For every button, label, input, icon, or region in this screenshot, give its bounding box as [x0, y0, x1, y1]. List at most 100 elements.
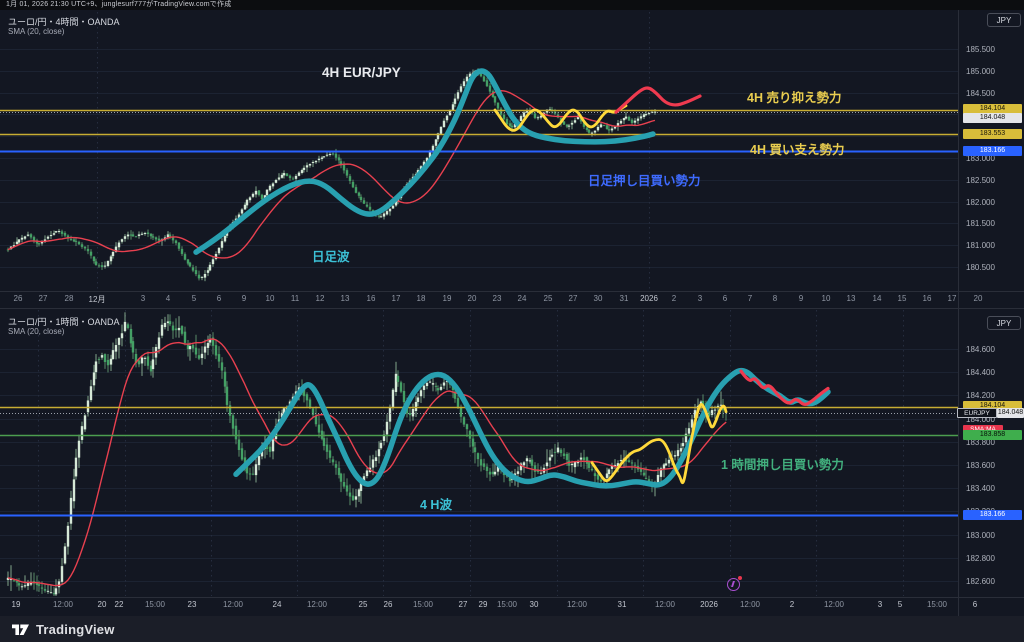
time-tick-label: 15	[897, 294, 907, 303]
time-tick-label: 12	[315, 294, 325, 303]
time-tick-label: 4	[165, 294, 171, 303]
tradingview-logo-icon[interactable]	[12, 623, 29, 636]
time-tick-label: 26	[383, 600, 393, 609]
bottom-panel-currency-badge[interactable]: JPY	[987, 316, 1021, 330]
price-tick-label: 183.000	[966, 154, 995, 163]
price-tick-label: 183.400	[966, 484, 995, 494]
time-tick-label: 26	[13, 294, 23, 303]
time-tick-label: 6	[216, 294, 222, 303]
price-tick-label: 184.400	[966, 368, 995, 378]
chart-annotation[interactable]: 日足波	[312, 250, 350, 264]
time-tick-label: 15:00	[144, 600, 166, 609]
time-tick-label: 28	[64, 294, 74, 303]
time-tick-label: 23	[187, 600, 197, 609]
price-tag: 183.166	[963, 146, 1022, 156]
time-tick-label: 31	[619, 294, 629, 303]
time-tick-label: 17	[391, 294, 401, 303]
time-tick-label: 30	[529, 600, 539, 609]
price-tick-label: 183.000	[966, 530, 995, 540]
price-tag: 184.104	[963, 401, 1022, 411]
time-tick-label: 19	[11, 600, 21, 609]
price-tick-label: 181.500	[966, 219, 995, 229]
time-tick-label: 27	[38, 294, 48, 303]
price-tick-label: 182.600	[966, 577, 995, 586]
replay-marker-icon[interactable]	[727, 576, 742, 591]
time-tick-label: 10	[821, 294, 831, 303]
time-tick-label: 23	[492, 294, 502, 303]
price-tick-label: 184.600	[966, 345, 995, 354]
top-panel-symbol-legend[interactable]: ユーロ/円・4時間・OANDA	[8, 17, 120, 27]
time-tick-label: 12:00	[52, 600, 74, 609]
time-tick-label: 12:00	[222, 600, 244, 609]
time-tick-label: 27	[458, 600, 468, 609]
time-tick-label: 6	[722, 294, 728, 303]
top-panel-currency-badge[interactable]: JPY	[987, 13, 1021, 27]
chart-annotation[interactable]: 4H 売り抑え勢力	[747, 91, 842, 105]
chart-annotation[interactable]: 1 時間押し目買い勢力	[721, 458, 844, 472]
time-tick-label: 24	[272, 600, 282, 609]
time-tick-label: 12:00	[739, 600, 761, 609]
time-tick-label: 24	[517, 294, 527, 303]
time-tick-label: 31	[617, 600, 627, 609]
time-tick-label: 20	[97, 600, 107, 609]
time-tick-label: 8	[772, 294, 778, 303]
time-tick-label: 13	[340, 294, 350, 303]
time-tick-label: 25	[543, 294, 553, 303]
time-tick-label: 2026	[640, 294, 658, 303]
time-tick-label: 12:00	[823, 600, 845, 609]
time-tick-label: 18	[416, 294, 426, 303]
price-tag: 183.553	[963, 129, 1022, 139]
tradingview-brand-label[interactable]: TradingView	[36, 621, 115, 637]
price-tag: 183.166	[963, 510, 1022, 520]
bottom-panel-symbol-legend[interactable]: ユーロ/円・1時間・OANDA	[8, 317, 120, 327]
price-tag: 184.048	[963, 113, 1022, 123]
price-tick-label: 185.500	[966, 45, 995, 54]
chart-annotation[interactable]: 日足押し目買い勢力	[588, 174, 701, 188]
time-tick-label: 2	[671, 294, 677, 303]
footer-bar: TradingView	[0, 616, 1024, 642]
time-tick-label: 13	[846, 294, 856, 303]
time-tick-label: 20	[973, 294, 983, 303]
time-tick-label: 3	[877, 600, 883, 609]
time-tick-label: 20	[467, 294, 477, 303]
bottom-panel-indicator-legend[interactable]: SMA (20, close)	[8, 327, 65, 336]
price-tag: 183.858	[963, 430, 1022, 440]
price-tick-label: 185.000	[966, 66, 995, 76]
time-tick-label: 29	[478, 600, 488, 609]
time-tick-label: 12月	[88, 295, 106, 304]
price-tick-label: 181.000	[966, 241, 995, 251]
chart-title-annotation[interactable]: 4H EUR/JPY	[322, 65, 401, 80]
time-tick-label: 2	[789, 600, 795, 609]
price-tick-label: 183.600	[966, 461, 995, 470]
time-tick-label: 15:00	[496, 600, 518, 609]
price-tag: SMA:MA	[963, 425, 1003, 434]
price-tick-label: 182.000	[966, 197, 995, 207]
time-tick-label: 27	[568, 294, 578, 303]
time-tick-label: 17	[947, 294, 957, 303]
price-tick-label: 184.500	[966, 88, 995, 98]
time-tick-label: 16	[922, 294, 932, 303]
chart-annotation[interactable]: 4H 買い支え勢力	[750, 143, 845, 157]
time-tick-label: 25	[358, 600, 368, 609]
time-tick-label: 16	[366, 294, 376, 303]
time-tick-label: 2026	[700, 600, 718, 609]
time-tick-label: 11	[290, 294, 300, 303]
time-tick-label: 12:00	[654, 600, 676, 609]
time-tick-label: 19	[442, 294, 452, 303]
price-tick-label: 182.500	[966, 175, 995, 185]
creation-attribution-bar: 1月 01, 2026 21:30 UTC+9、junglesurf777がTr…	[0, 0, 1024, 10]
time-tick-label: 5	[897, 600, 903, 609]
time-tick-label: 30	[593, 294, 603, 303]
time-tick-label: 9	[798, 294, 804, 303]
top-panel-indicator-legend[interactable]: SMA (20, close)	[8, 27, 65, 36]
time-tick-label: 3	[697, 294, 703, 303]
time-tick-label: 7	[747, 294, 753, 303]
time-tick-label: 5	[191, 294, 197, 303]
time-tick-label: 10	[265, 294, 275, 303]
price-tick-label: 184.000	[966, 414, 995, 424]
time-tick-label: 22	[114, 600, 124, 609]
time-tick-label: 6	[972, 600, 978, 609]
chart-annotation[interactable]: 4 H波	[420, 498, 452, 512]
price-tick-label: 184.200	[966, 391, 995, 401]
